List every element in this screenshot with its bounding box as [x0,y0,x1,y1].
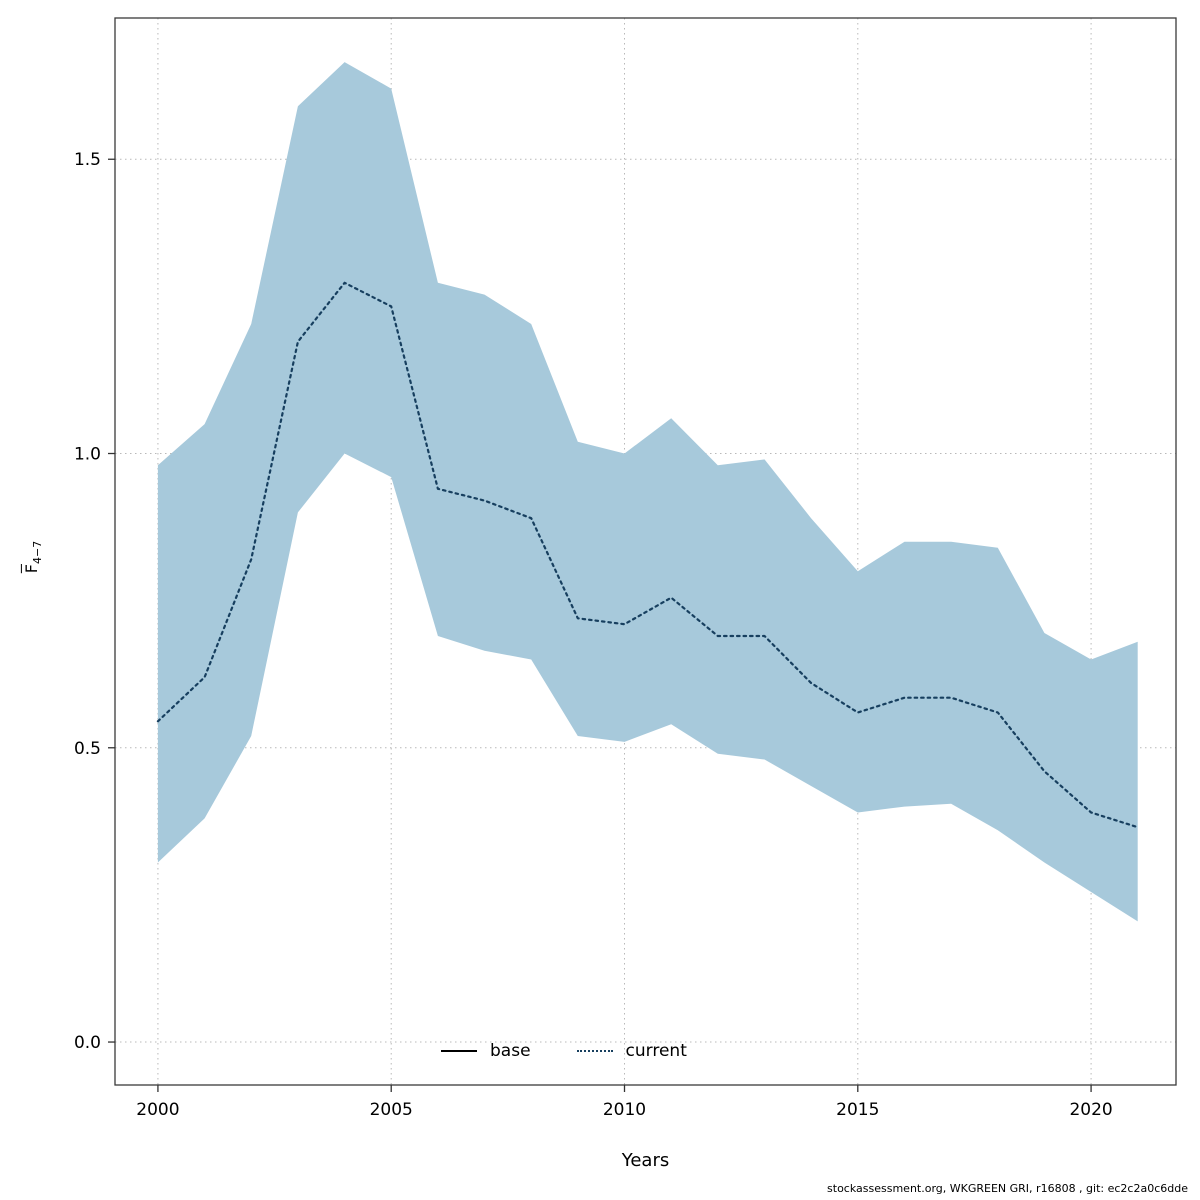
current-series-line [156,281,1139,829]
x-tick-label: 2010 [603,1100,646,1120]
x-tick-label: 2015 [836,1100,879,1120]
y-tick-label: 0.5 [74,739,101,759]
legend-item-current: current [576,1041,687,1061]
legend-item-base: base [441,1041,531,1061]
legend-label-current: current [625,1041,687,1061]
y-axis-label-subscript: 4−7 [31,540,45,565]
y-axis-label: F4−7 [22,541,44,573]
y-axis-label-symbol: F [21,564,41,574]
x-tick-label: 2020 [1069,1100,1112,1120]
x-tick-label: 2000 [136,1100,179,1120]
legend-line-sample-current [576,1050,613,1052]
legend-label-base: base [490,1041,531,1061]
y-tick-label: 1.0 [74,445,101,465]
y-tick-label: 0.0 [74,1033,101,1053]
chart-legend: base current [441,1041,687,1061]
footer-credit: stockassessment.org, WKGREEN GRI, r16808… [827,1182,1188,1195]
plot-border [114,17,1177,1086]
confidence-band [157,62,1138,922]
x-axis-label: Years [621,1150,670,1171]
x-tick-label: 2005 [370,1100,413,1120]
y-tick-label: 1.5 [74,150,101,170]
legend-line-sample-base [441,1050,477,1052]
